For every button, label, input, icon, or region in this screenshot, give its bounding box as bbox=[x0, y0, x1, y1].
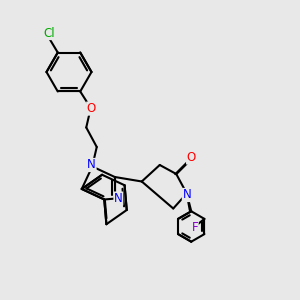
Text: Cl: Cl bbox=[43, 26, 55, 40]
Text: N: N bbox=[114, 192, 123, 205]
Text: O: O bbox=[87, 102, 96, 115]
Text: O: O bbox=[187, 151, 196, 164]
Text: N: N bbox=[182, 188, 191, 202]
Text: F: F bbox=[191, 221, 198, 234]
Text: N: N bbox=[87, 158, 96, 172]
